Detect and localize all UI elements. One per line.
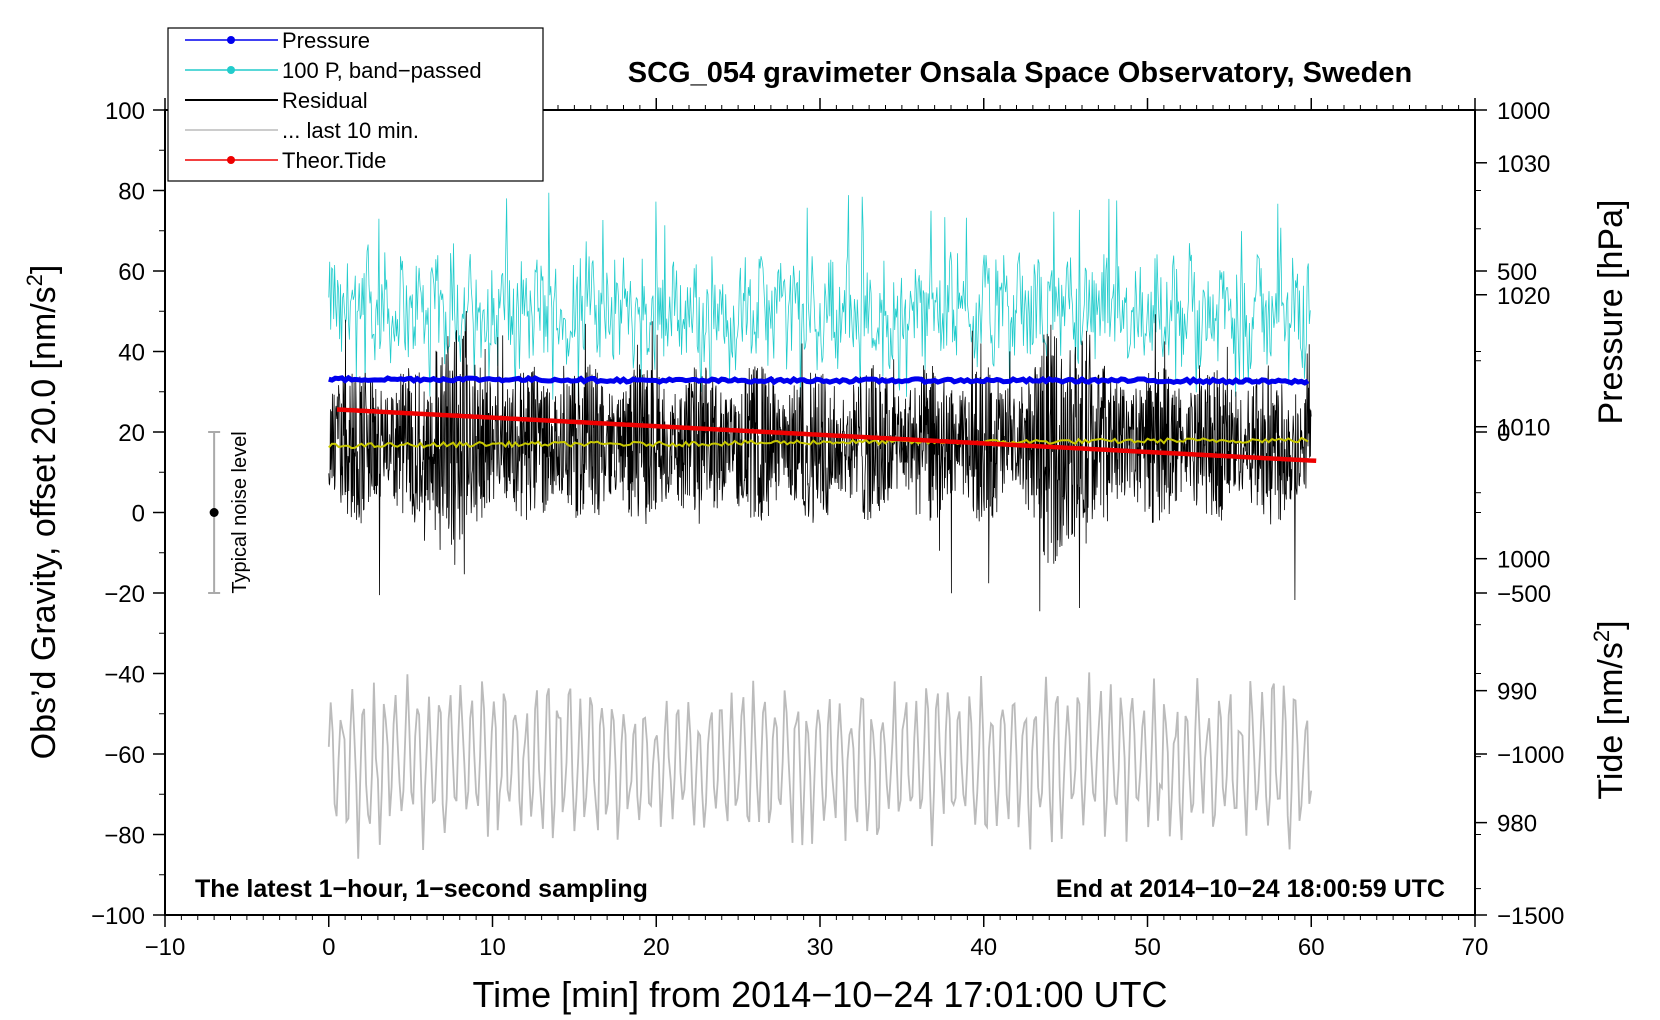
pressure-tick-label: 1010: [1497, 415, 1550, 442]
axes-layer: −10 0 10 20 30 40 50 60 70−100−80−60−40−20020406…: [91, 98, 1564, 961]
series-last10min-line: [327, 672, 1313, 859]
y-axis-label-left: Obs’d Gravity, offset 20.0 [nm/s2]: [22, 265, 63, 760]
tide-tick-label: 1000: [1497, 98, 1550, 125]
y-axis-label-left-sup: 2: [22, 274, 47, 286]
legend-marker: [227, 36, 235, 44]
legend: Pressure 100 P, band−passed Residual ... la…: [167, 27, 544, 182]
annotation-right: End at 2014−10−24 18:00:59 UTC: [1056, 875, 1445, 903]
text-layer: SCG_054 gravimeter Onsala Space Observat…: [22, 57, 1630, 1015]
legend-label: Theor.Tide: [282, 148, 386, 173]
x-tick-label: 40: [970, 934, 997, 961]
x-tick-label: 60: [1298, 934, 1325, 961]
y-axis-label-tide-main: Tide [nm/s: [1592, 642, 1630, 799]
x-axis-label: Time [min] from 2014−10−24 17:01:00 UTC: [472, 974, 1167, 1015]
noise-bar-center: [209, 508, 219, 517]
x-tick-label: 30: [807, 934, 834, 961]
x-tick-label: −10: [145, 934, 186, 961]
y-tick-label: 60: [118, 259, 145, 286]
pressure-tick-label: 1030: [1497, 151, 1550, 178]
chart-title: SCG_054 gravimeter Onsala Space Observat…: [628, 57, 1412, 89]
series-residual-mean-line: [328, 436, 1309, 450]
y-axis-label-tide-tail: ]: [1592, 620, 1630, 629]
x-tick-label: 0: [322, 934, 335, 961]
y-axis-label-pressure: Pressure [hPa]: [1592, 200, 1630, 425]
y-axis-label-left-main: Obs’d Gravity, offset 20.0 [nm/s: [25, 286, 63, 759]
y-tick-label: −40: [104, 662, 145, 689]
legend-label: ... last 10 min.: [282, 118, 419, 143]
tide-tick-label: −1500: [1497, 903, 1564, 930]
tide-tick-label: 500: [1497, 259, 1537, 286]
pressure-tick-label: 980: [1497, 811, 1537, 838]
series-layer: [327, 192, 1317, 859]
y-axis-label-tide-sup: 2: [1589, 630, 1614, 642]
pressure-tick-label: 990: [1497, 679, 1537, 706]
y-tick-label: −60: [104, 742, 145, 769]
tide-tick-label: −500: [1497, 581, 1551, 608]
legend-label: 100 P, band−passed: [282, 58, 482, 83]
x-tick-label: 70: [1462, 934, 1489, 961]
y-axis-label-left-tail: ]: [25, 265, 63, 274]
y-tick-label: −100: [91, 903, 145, 930]
y-tick-label: 100: [105, 98, 145, 125]
pressure-tick-label: 1000: [1497, 547, 1550, 574]
y-tick-label: 20: [118, 420, 145, 447]
annotation-left: The latest 1−hour, 1−second sampling: [195, 875, 648, 903]
series-pressure-line: [328, 374, 1310, 386]
legend-label: Residual: [282, 88, 368, 113]
series-tide-line: [336, 407, 1317, 464]
noise-bar-label: Typical noise level: [229, 431, 251, 593]
y-tick-label: 80: [118, 179, 145, 206]
legend-label: Pressure: [282, 28, 370, 53]
x-tick-label: 20: [643, 934, 670, 961]
legend-marker: [227, 156, 235, 164]
y-tick-label: 0: [132, 501, 145, 528]
y-tick-label: −20: [104, 581, 145, 608]
pressure-tick-label: 1020: [1497, 283, 1550, 310]
tide-tick-label: −1000: [1497, 742, 1564, 769]
x-tick-label: 10: [479, 934, 506, 961]
legend-box: [167, 27, 544, 182]
x-tick-label: 50: [1134, 934, 1161, 961]
y-tick-label: 40: [118, 340, 145, 367]
series-residual-line: [328, 310, 1312, 612]
tide-tick-label: 0: [1497, 420, 1510, 447]
legend-marker: [227, 66, 235, 74]
series-bandpassed-line: [328, 192, 1311, 400]
y-tick-label: −80: [104, 823, 145, 850]
y-axis-label-tide: Tide [nm/s2]: [1589, 620, 1630, 799]
